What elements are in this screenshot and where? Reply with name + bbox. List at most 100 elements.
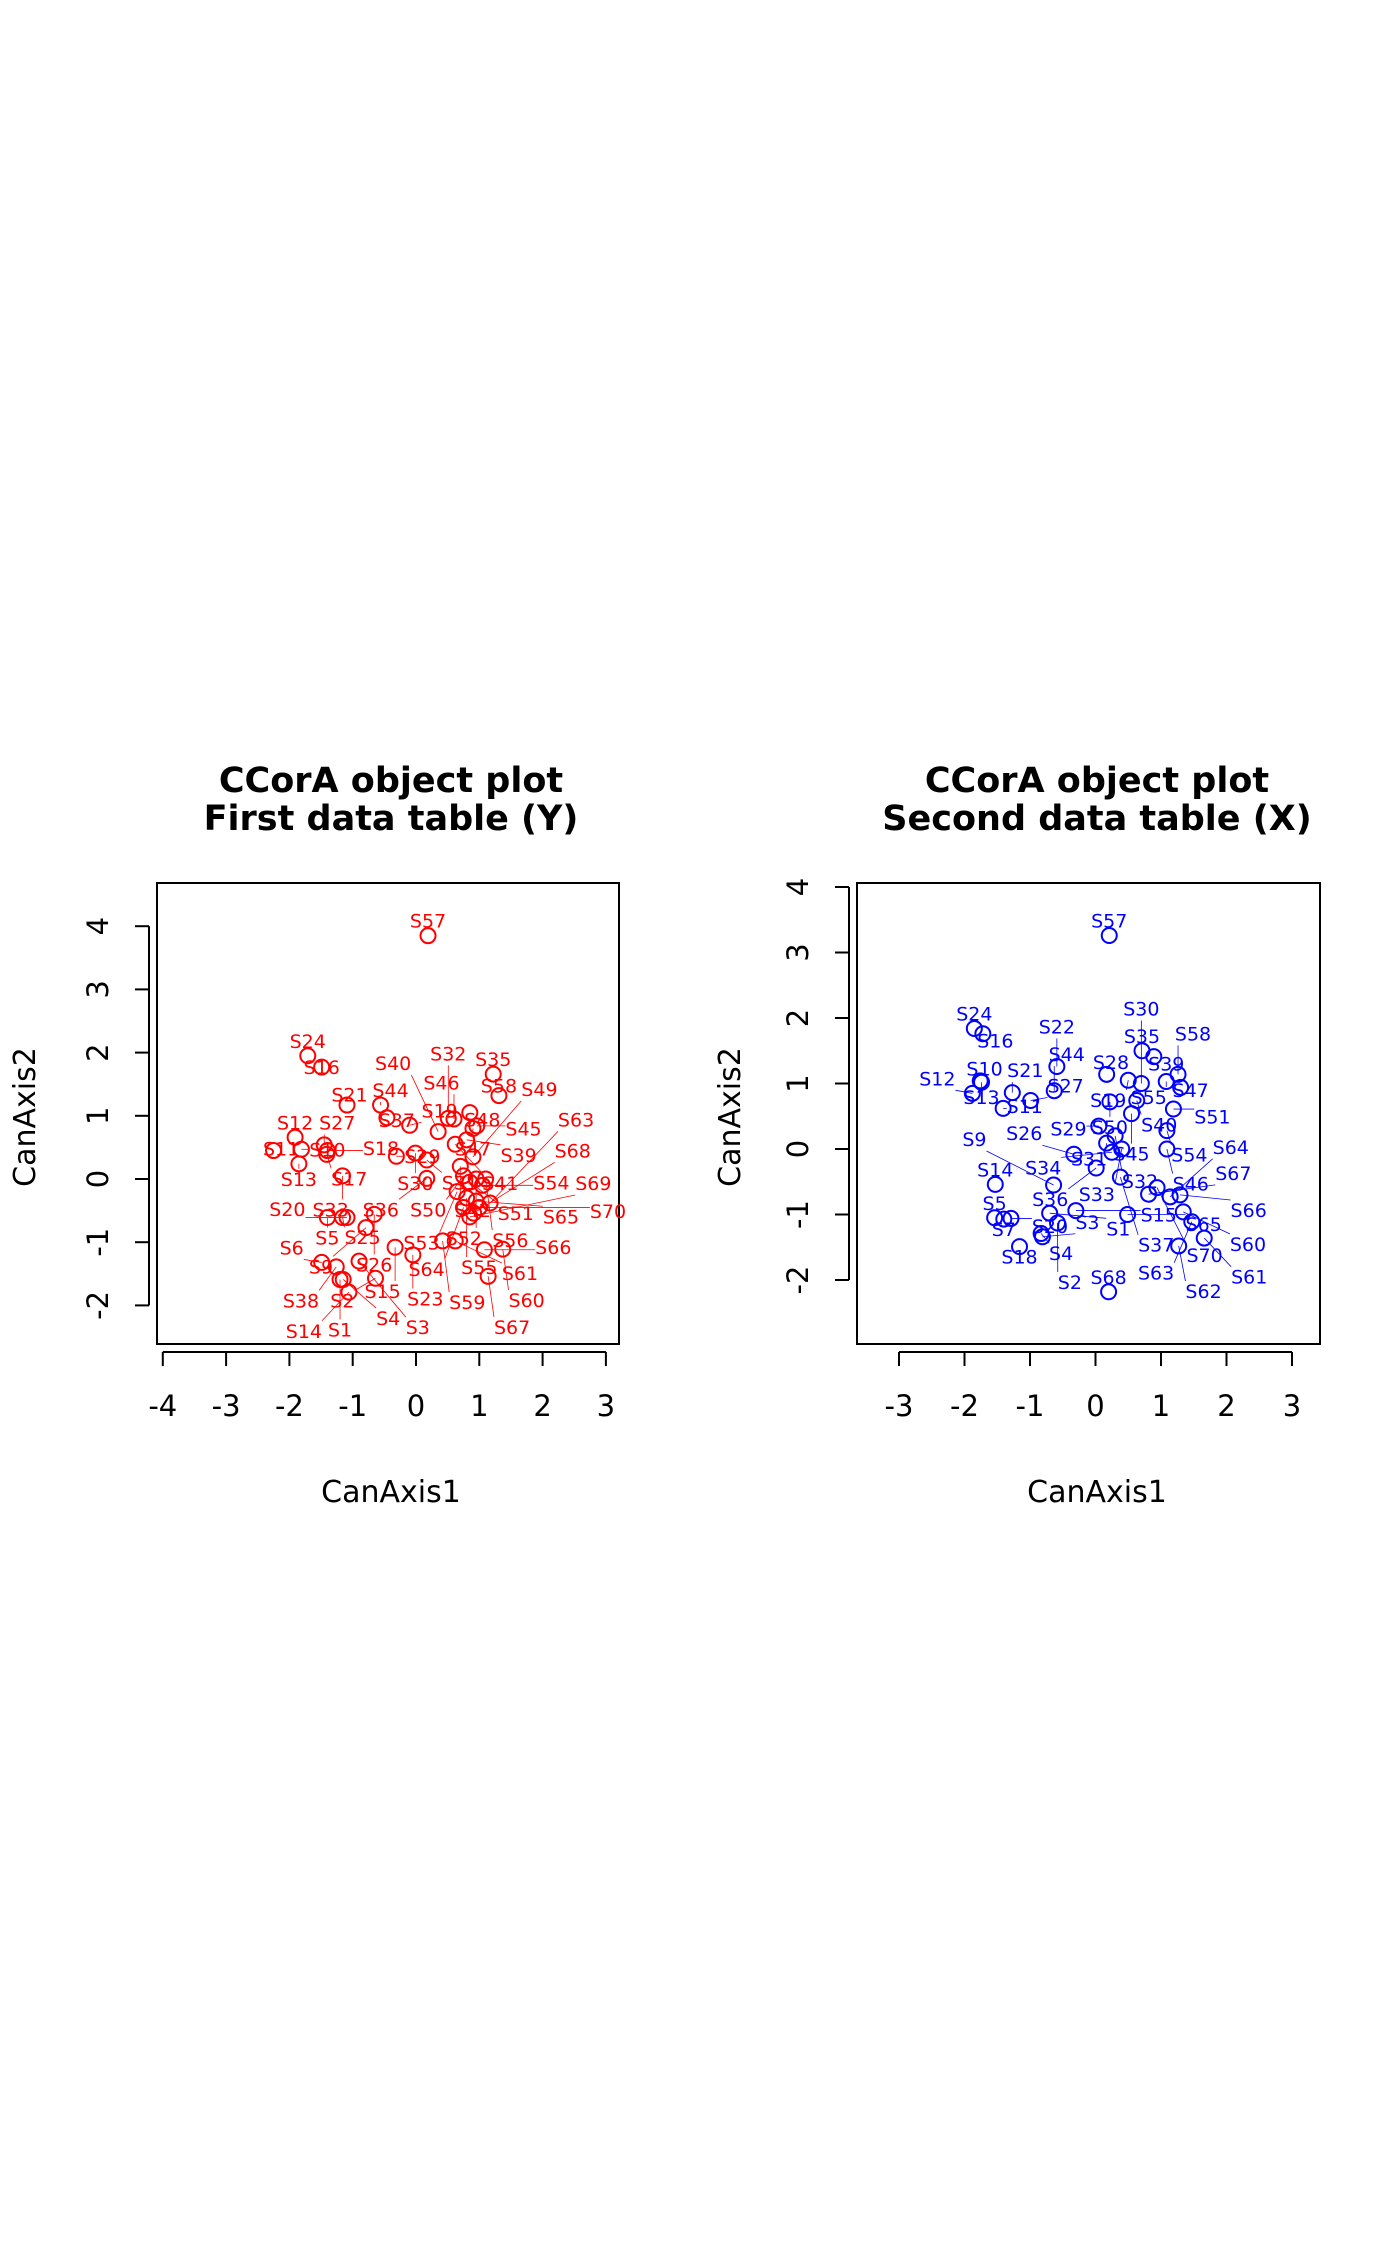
data-point [1174,1203,1192,1221]
point-label: S39 [1148,1053,1184,1075]
point-label: S5 [983,1193,1007,1215]
data-point [1002,1209,1020,1227]
y-tick-label: 0 [81,1170,115,1188]
data-point [1158,1140,1176,1158]
label-leader-line [1068,1167,1097,1190]
point-label: S52 [446,1228,482,1250]
x-tick-label: 0 [407,1389,425,1423]
data-point [484,1065,502,1083]
point-label: S32 [430,1043,466,1065]
point-label: S35 [1124,1026,1160,1048]
chart-title-line1: CCorA object plot [925,761,1269,801]
data-point [1158,1122,1176,1140]
label-leader-line [1169,1158,1213,1198]
data-point [439,1109,457,1127]
point-label: S65 [1186,1214,1222,1236]
data-point [365,1205,383,1223]
point-label: S30 [397,1173,433,1195]
data-point [458,1189,476,1207]
data-point [350,1252,368,1270]
point-label: S10 [309,1139,345,1161]
point-label: S16 [304,1057,340,1079]
label-leader-line [986,1150,1054,1186]
point-label: S3 [1075,1212,1099,1234]
point-label: S9 [309,1256,333,1278]
y-axis-label: CanAxis2 [8,1047,43,1187]
point-label: S57 [1091,910,1127,932]
data-point [1132,1075,1150,1092]
point-label: S7 [992,1219,1016,1241]
point-label: S4 [1049,1243,1073,1265]
point-label: S50 [410,1199,446,1221]
point-label: S18 [363,1138,399,1160]
data-point [1003,1084,1021,1102]
point-label: S3 [406,1317,430,1339]
point-label: S48 [464,1109,500,1131]
point-label: S49 [521,1079,557,1101]
point-label: S13 [281,1169,317,1191]
point-label: S46 [1173,1174,1209,1196]
plot-second-data-table: CCorA object plot Second data table (X) … [713,761,1321,1510]
x-tick-label: 3 [1283,1389,1301,1423]
x-tick-label: 2 [1217,1389,1235,1423]
data-point [265,1142,283,1160]
point-label: S14 [977,1159,1013,1181]
point-label: S33 [1079,1184,1115,1206]
x-axis-label: CanAxis1 [321,1475,461,1510]
point-label: S55 [461,1257,497,1279]
data-point [378,1109,396,1127]
plot-frame [156,882,620,1345]
point-label: S9 [962,1129,986,1151]
point-label: S67 [1215,1163,1251,1185]
data-point [387,1147,405,1165]
point-label: S60 [509,1290,545,1312]
point-label: S13 [963,1087,999,1109]
data-point [1119,1071,1137,1089]
data-point [494,1240,512,1258]
point-label: S34 [1025,1157,1061,1179]
label-leader-line [318,1266,337,1291]
point-label: S20 [1032,1216,1068,1238]
data-point [464,1148,482,1166]
point-label: S23 [407,1289,443,1311]
point-label: S40 [375,1053,411,1075]
data-point [465,1204,483,1222]
label-leader-line [398,1178,428,1200]
data-point [334,1167,352,1185]
point-label: S10 [966,1058,1002,1080]
data-point [1111,1168,1129,1186]
data-point [1045,1176,1063,1194]
point-label: S69 [575,1173,611,1195]
data-point [1011,1238,1029,1256]
point-label: S4 [376,1308,400,1330]
point-label: S27 [1048,1076,1084,1098]
point-label: S19 [1090,1090,1126,1112]
point-label: S35 [475,1049,511,1071]
point-label: S64 [1213,1137,1249,1159]
point-label: S45 [505,1119,541,1141]
label-leader-line [1042,1144,1074,1155]
point-label: S1 [1106,1218,1130,1240]
x-tick-label: 2 [533,1389,551,1423]
point-label: S64 [408,1259,444,1281]
point-label: S38 [283,1290,319,1312]
data-point [475,1241,493,1259]
data-point [334,1209,352,1227]
data-point [451,1157,469,1175]
point-label: S18 [1001,1247,1037,1269]
point-label: S61 [502,1263,538,1285]
data-point [1148,1179,1166,1197]
data-point [461,1208,479,1226]
label-leader-line [358,1260,407,1318]
point-label: S47 [1173,1080,1209,1102]
data-point [479,1267,497,1285]
label-leader-line [476,1200,543,1207]
point-label: S14 [286,1321,322,1343]
data-point [965,1019,983,1037]
point-label: S54 [533,1172,569,1194]
point-label: S20 [269,1199,305,1221]
point-label: S66 [535,1237,571,1259]
data-point [1022,1092,1040,1110]
point-label: S51 [498,1203,534,1225]
